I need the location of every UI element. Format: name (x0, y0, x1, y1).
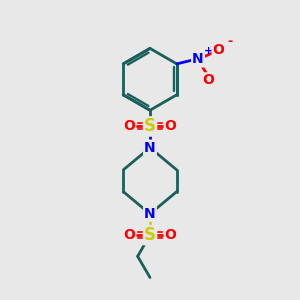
Text: N: N (144, 207, 156, 221)
Text: O: O (124, 228, 135, 242)
Text: -: - (227, 35, 232, 48)
Text: +: + (204, 46, 213, 56)
Text: N: N (192, 52, 204, 67)
Text: O: O (124, 119, 135, 134)
Text: O: O (213, 43, 224, 57)
Text: S: S (144, 117, 156, 135)
Text: O: O (165, 228, 176, 242)
Text: N: N (144, 141, 156, 154)
Text: S: S (144, 226, 156, 244)
Text: O: O (202, 74, 214, 87)
Text: O: O (165, 119, 176, 134)
